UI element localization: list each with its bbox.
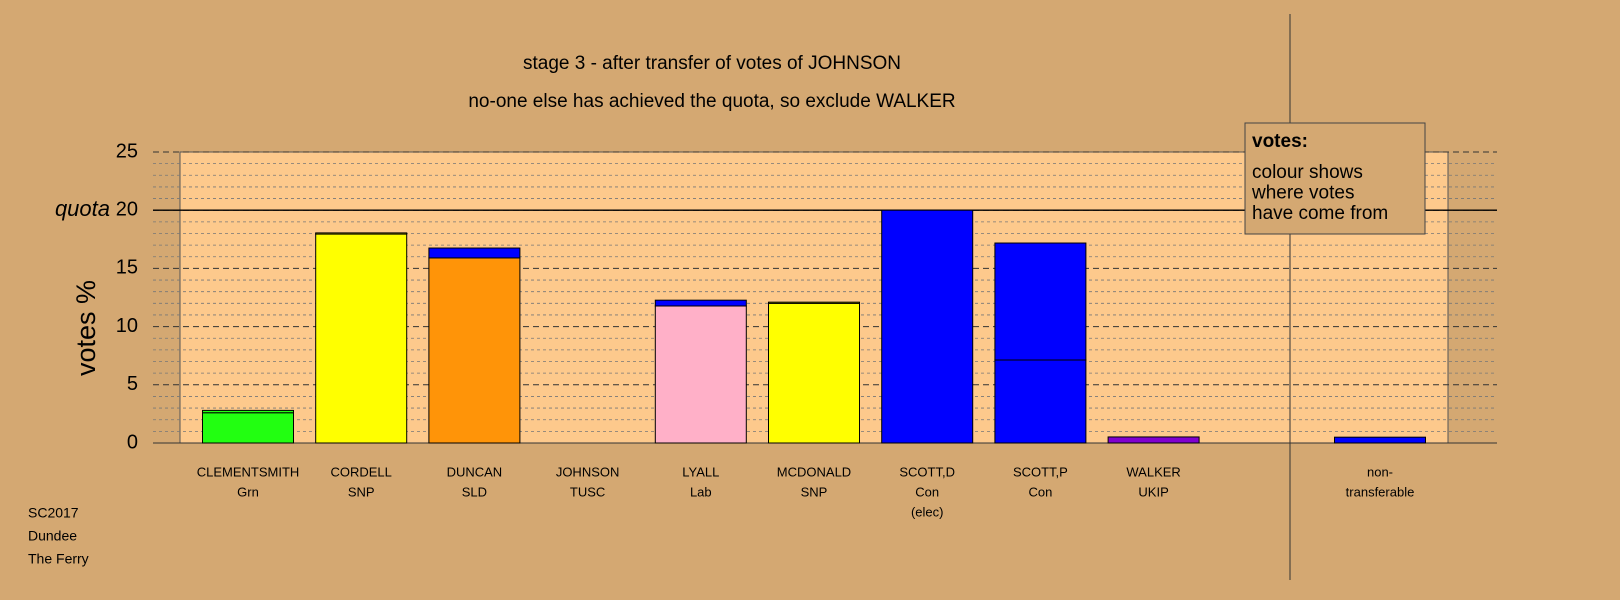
- x-tick-label: non-: [1367, 464, 1393, 479]
- footer-text: The Ferry: [28, 551, 89, 567]
- bar-segment: [994, 359, 1087, 444]
- chart-title: stage 3 - after transfer of votes of JOH…: [523, 53, 901, 74]
- x-tick-label: DUNCAN: [447, 464, 503, 479]
- bar-segment: [654, 305, 747, 444]
- bar-segment: [768, 302, 860, 444]
- bar-segment: [202, 409, 294, 414]
- legend-text: where votes: [1251, 183, 1354, 204]
- x-tick-label: Con: [915, 484, 939, 499]
- bar-segment: [202, 412, 294, 444]
- bar-segment: [428, 257, 521, 444]
- x-tick-label: transferable: [1346, 484, 1415, 499]
- legend-title: votes:: [1252, 131, 1308, 152]
- x-tick-label: CORDELL: [330, 464, 391, 479]
- bar-segment: [315, 232, 408, 235]
- y-axis-label: votes %: [71, 280, 101, 376]
- bar-segment: [1334, 436, 1426, 444]
- y-tick-label: 10: [116, 315, 138, 337]
- x-tick-label: (elec): [911, 504, 944, 519]
- x-tick-label: SCOTT,D: [899, 464, 955, 479]
- x-tick-label: CLEMENTSMITH: [197, 464, 300, 479]
- x-tick-label: JOHNSON: [556, 464, 620, 479]
- bar-segment: [768, 301, 860, 304]
- x-tick-label: SNP: [348, 484, 375, 499]
- x-tick-label: LYALL: [682, 464, 719, 479]
- x-tick-label: UKIP: [1138, 484, 1168, 499]
- y-tick-label: 15: [116, 257, 138, 279]
- legend-text: colour shows: [1252, 162, 1363, 183]
- x-tick-label: SLD: [462, 484, 487, 499]
- y-tick-label: 5: [127, 373, 138, 395]
- bar-segment: [1107, 436, 1200, 444]
- x-tick-label: Con: [1028, 484, 1052, 499]
- x-tick-label: WALKER: [1126, 464, 1180, 479]
- bar-segment: [881, 209, 974, 444]
- x-tick-label: Lab: [690, 484, 712, 499]
- bar-segment: [428, 247, 521, 259]
- y-tick-label: 0: [127, 431, 138, 453]
- footer-text: SC2017: [28, 505, 79, 521]
- quota-label: quota: [55, 196, 110, 221]
- x-tick-label: TUSC: [570, 484, 605, 499]
- x-tick-label: SCOTT,P: [1013, 464, 1068, 479]
- x-tick-label: SNP: [801, 484, 828, 499]
- legend-box: [1244, 122, 1426, 235]
- bar-segment: [654, 299, 747, 307]
- y-tick-label: 20: [116, 198, 138, 220]
- chart-subtitle: no-one else has achieved the quota, so e…: [468, 91, 955, 112]
- legend-text: have come from: [1252, 203, 1388, 224]
- x-tick-label: Grn: [237, 484, 259, 499]
- bar-segment: [994, 242, 1087, 361]
- footer-text: Dundee: [28, 528, 77, 544]
- y-tick-label: 25: [116, 140, 138, 162]
- x-tick-label: MCDONALD: [777, 464, 851, 479]
- bar-segment: [315, 233, 408, 444]
